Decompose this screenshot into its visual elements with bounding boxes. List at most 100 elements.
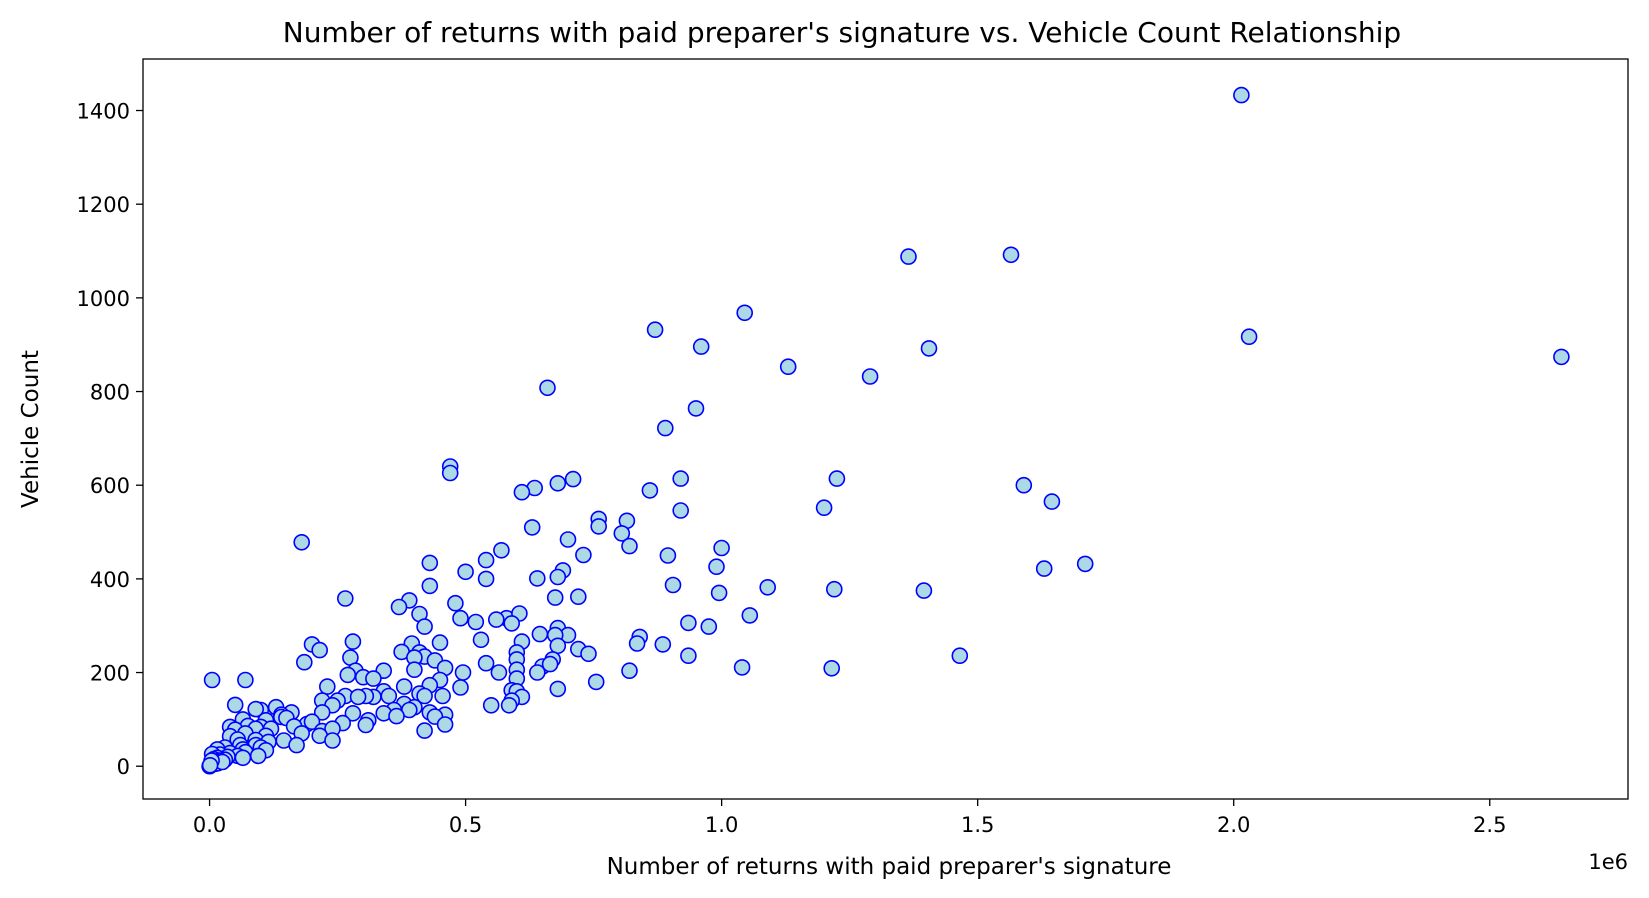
data-point [452,679,469,696]
data-point [656,419,674,437]
data-point [472,631,490,649]
x-tick-label: 2.5 [1473,813,1506,837]
data-point [421,577,439,595]
data-point [628,635,646,652]
data-point [434,687,451,705]
data-point [539,379,556,397]
data-point [318,678,336,695]
data-point [344,633,362,650]
data-point [477,551,495,569]
data-point [452,609,469,627]
data-point [324,732,341,749]
data-point [920,340,938,357]
data-point [680,647,697,665]
data-point [531,625,549,643]
data-point [672,470,690,487]
data-point [708,558,725,576]
data-point [357,716,375,734]
y-axis: 0 200 400 600 800 1000 1200 1400 [77,100,143,779]
x-axis-offset-label: 1e6 [1588,850,1628,874]
data-point [646,321,664,339]
data-point [288,736,305,754]
data-point [825,580,843,598]
data-point [659,547,677,564]
data-point [500,696,518,714]
data-point [513,483,531,501]
data-point [234,749,252,767]
y-tick-label: 600 [90,474,130,498]
data-point [621,537,638,555]
data-point [349,688,367,706]
data-point [549,637,567,655]
data-point [713,539,730,557]
data-point [421,554,439,572]
data-point [201,756,219,774]
data-point [477,654,495,672]
data-point [613,525,631,542]
data-point [549,474,567,492]
data-point [467,613,485,631]
data-point [247,700,264,718]
data-point [861,368,879,385]
x-tick-label: 0.0 [193,813,226,837]
data-point [815,499,833,517]
data-point [295,653,313,671]
y-axis-label: Vehicle Count [18,350,44,508]
data-point [915,582,933,599]
data-point [441,464,459,482]
data-point [303,713,321,731]
data-point [1035,560,1053,577]
data-point [541,655,559,673]
data-point [700,618,718,635]
data-point [546,589,564,606]
data-point [672,502,690,519]
data-point [564,470,582,488]
data-point [1233,86,1250,104]
y-tick-label: 200 [90,662,130,686]
data-point [336,590,354,607]
data-point [641,482,659,499]
data-point [1043,493,1061,510]
data-point [493,541,510,559]
data-point [293,533,311,551]
data-point [380,687,398,705]
x-axis: 0.0 0.5 1.0 1.5 2.0 2.5 [193,799,1506,837]
x-tick-label: 1.0 [705,813,738,837]
data-point [447,594,464,612]
data-point [344,704,362,722]
data-point [431,634,449,651]
data-point [482,696,500,714]
data-point [741,607,759,624]
y-tick-label: 1400 [77,100,130,124]
data-point [339,666,357,684]
data-point [549,568,567,586]
data-point [454,664,472,681]
data-point [951,647,969,665]
data-point [416,722,433,739]
data-point [654,636,672,653]
data-point [710,584,728,602]
data-point [528,570,546,587]
data-point [900,248,917,265]
data-point [390,598,408,616]
data-point [736,304,754,322]
data-point [1002,246,1020,264]
data-point [733,659,751,676]
y-tick-label: 1000 [77,287,130,311]
y-tick-label: 800 [90,381,130,405]
data-point [528,664,546,681]
plot-area-frame [142,58,1629,800]
data-point [692,338,710,355]
data-point [249,747,267,765]
data-point [779,358,797,376]
data-point [487,611,505,628]
data-point [311,641,329,659]
data-point [237,671,254,689]
data-point [823,659,841,677]
data-point [1076,555,1094,573]
data-point [457,563,474,581]
data-point [590,518,608,535]
data-point [687,400,705,417]
data-point [1553,348,1570,366]
